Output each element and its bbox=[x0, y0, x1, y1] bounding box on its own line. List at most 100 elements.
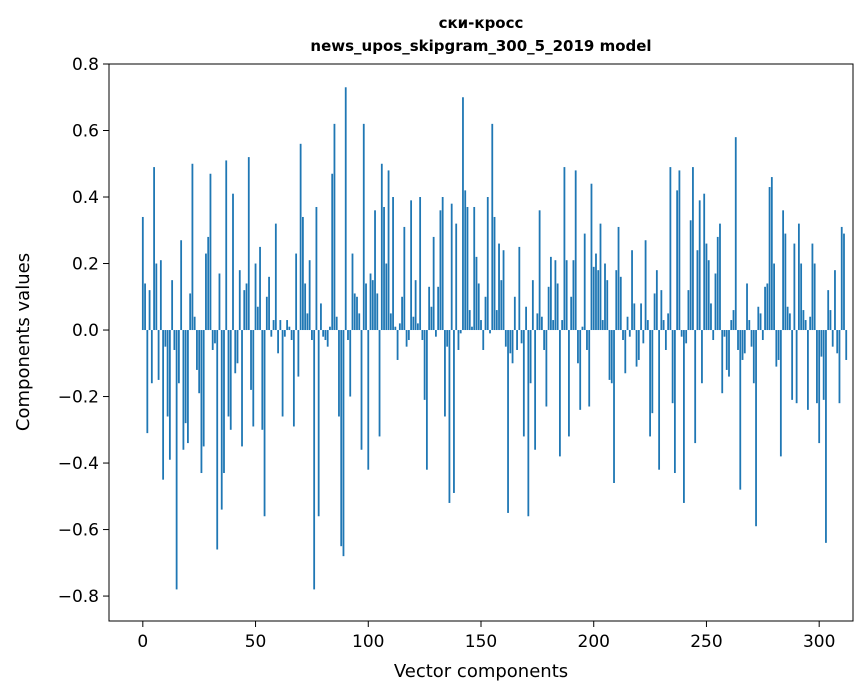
bar bbox=[843, 233, 845, 331]
bar bbox=[527, 330, 530, 517]
bar bbox=[653, 293, 656, 331]
bar bbox=[150, 330, 153, 384]
bar bbox=[658, 330, 661, 470]
bar bbox=[786, 306, 789, 331]
bar bbox=[292, 330, 295, 427]
bar bbox=[200, 330, 203, 474]
bar bbox=[619, 276, 622, 331]
bar bbox=[486, 197, 489, 331]
bar bbox=[739, 330, 742, 490]
bar bbox=[480, 320, 482, 331]
bar bbox=[761, 330, 764, 341]
bar bbox=[601, 320, 604, 331]
bar bbox=[351, 253, 354, 331]
bar bbox=[507, 330, 509, 513]
bar bbox=[737, 330, 739, 350]
bar bbox=[270, 330, 273, 337]
bar bbox=[306, 313, 309, 331]
bar bbox=[168, 330, 171, 460]
bar bbox=[153, 167, 155, 331]
x-tick-label: 0 bbox=[137, 632, 148, 652]
bar bbox=[166, 330, 169, 417]
bar bbox=[689, 220, 692, 331]
bar bbox=[263, 330, 266, 517]
bar bbox=[698, 200, 701, 331]
bar bbox=[459, 330, 462, 334]
bar bbox=[155, 263, 158, 331]
bar bbox=[159, 260, 162, 331]
bar bbox=[797, 223, 800, 331]
bar bbox=[757, 306, 760, 331]
bar bbox=[831, 330, 834, 347]
bar bbox=[549, 256, 552, 331]
bar bbox=[554, 260, 557, 331]
bar bbox=[428, 286, 431, 331]
bar bbox=[565, 260, 568, 331]
bar bbox=[164, 330, 167, 347]
bar bbox=[157, 330, 160, 380]
bar bbox=[500, 280, 503, 331]
bar bbox=[247, 157, 250, 331]
bar bbox=[746, 283, 748, 331]
bar bbox=[265, 296, 268, 331]
bar bbox=[297, 330, 300, 377]
bar bbox=[791, 330, 794, 400]
bar bbox=[829, 310, 832, 331]
bar bbox=[295, 253, 298, 331]
bar bbox=[401, 296, 403, 331]
bar bbox=[435, 330, 437, 337]
bar bbox=[193, 316, 196, 331]
bar bbox=[238, 270, 241, 331]
bar bbox=[577, 330, 579, 364]
bar bbox=[259, 246, 261, 331]
bar bbox=[773, 263, 775, 331]
bar bbox=[311, 330, 313, 341]
bar bbox=[182, 330, 185, 450]
bar bbox=[202, 330, 205, 447]
bar bbox=[712, 330, 715, 341]
bar bbox=[324, 330, 327, 341]
bar bbox=[171, 280, 174, 331]
x-axis-label: Vector components bbox=[394, 661, 568, 682]
bar bbox=[678, 170, 681, 331]
bar bbox=[707, 260, 710, 331]
bar bbox=[637, 330, 640, 360]
bar bbox=[254, 263, 257, 331]
bar bbox=[622, 330, 624, 341]
bar bbox=[590, 183, 593, 331]
bar bbox=[198, 330, 201, 394]
bar bbox=[822, 330, 825, 400]
bar bbox=[518, 246, 521, 331]
bar bbox=[694, 330, 697, 444]
x-tick-label: 100 bbox=[352, 632, 384, 652]
bar bbox=[466, 206, 469, 331]
bar bbox=[360, 330, 363, 450]
bar bbox=[719, 223, 721, 331]
bar bbox=[723, 330, 726, 337]
bar bbox=[288, 326, 291, 331]
bar bbox=[457, 330, 460, 350]
bar bbox=[626, 316, 629, 331]
bar bbox=[825, 330, 827, 543]
bar bbox=[710, 303, 712, 331]
bar bbox=[696, 250, 699, 331]
bar bbox=[572, 260, 575, 331]
bar bbox=[522, 330, 525, 437]
bar bbox=[640, 303, 642, 331]
bar bbox=[644, 240, 647, 331]
bar bbox=[547, 286, 550, 331]
bar bbox=[250, 330, 252, 390]
bar bbox=[680, 330, 683, 337]
bar bbox=[338, 330, 340, 417]
y-tick-label: −0.4 bbox=[58, 454, 99, 474]
bar bbox=[173, 330, 176, 350]
bar bbox=[398, 323, 401, 331]
bar bbox=[586, 330, 588, 350]
bar bbox=[631, 250, 633, 331]
bar bbox=[556, 283, 559, 331]
bar bbox=[317, 330, 320, 517]
bar bbox=[811, 243, 814, 331]
bar bbox=[320, 303, 322, 331]
bar bbox=[475, 256, 478, 331]
